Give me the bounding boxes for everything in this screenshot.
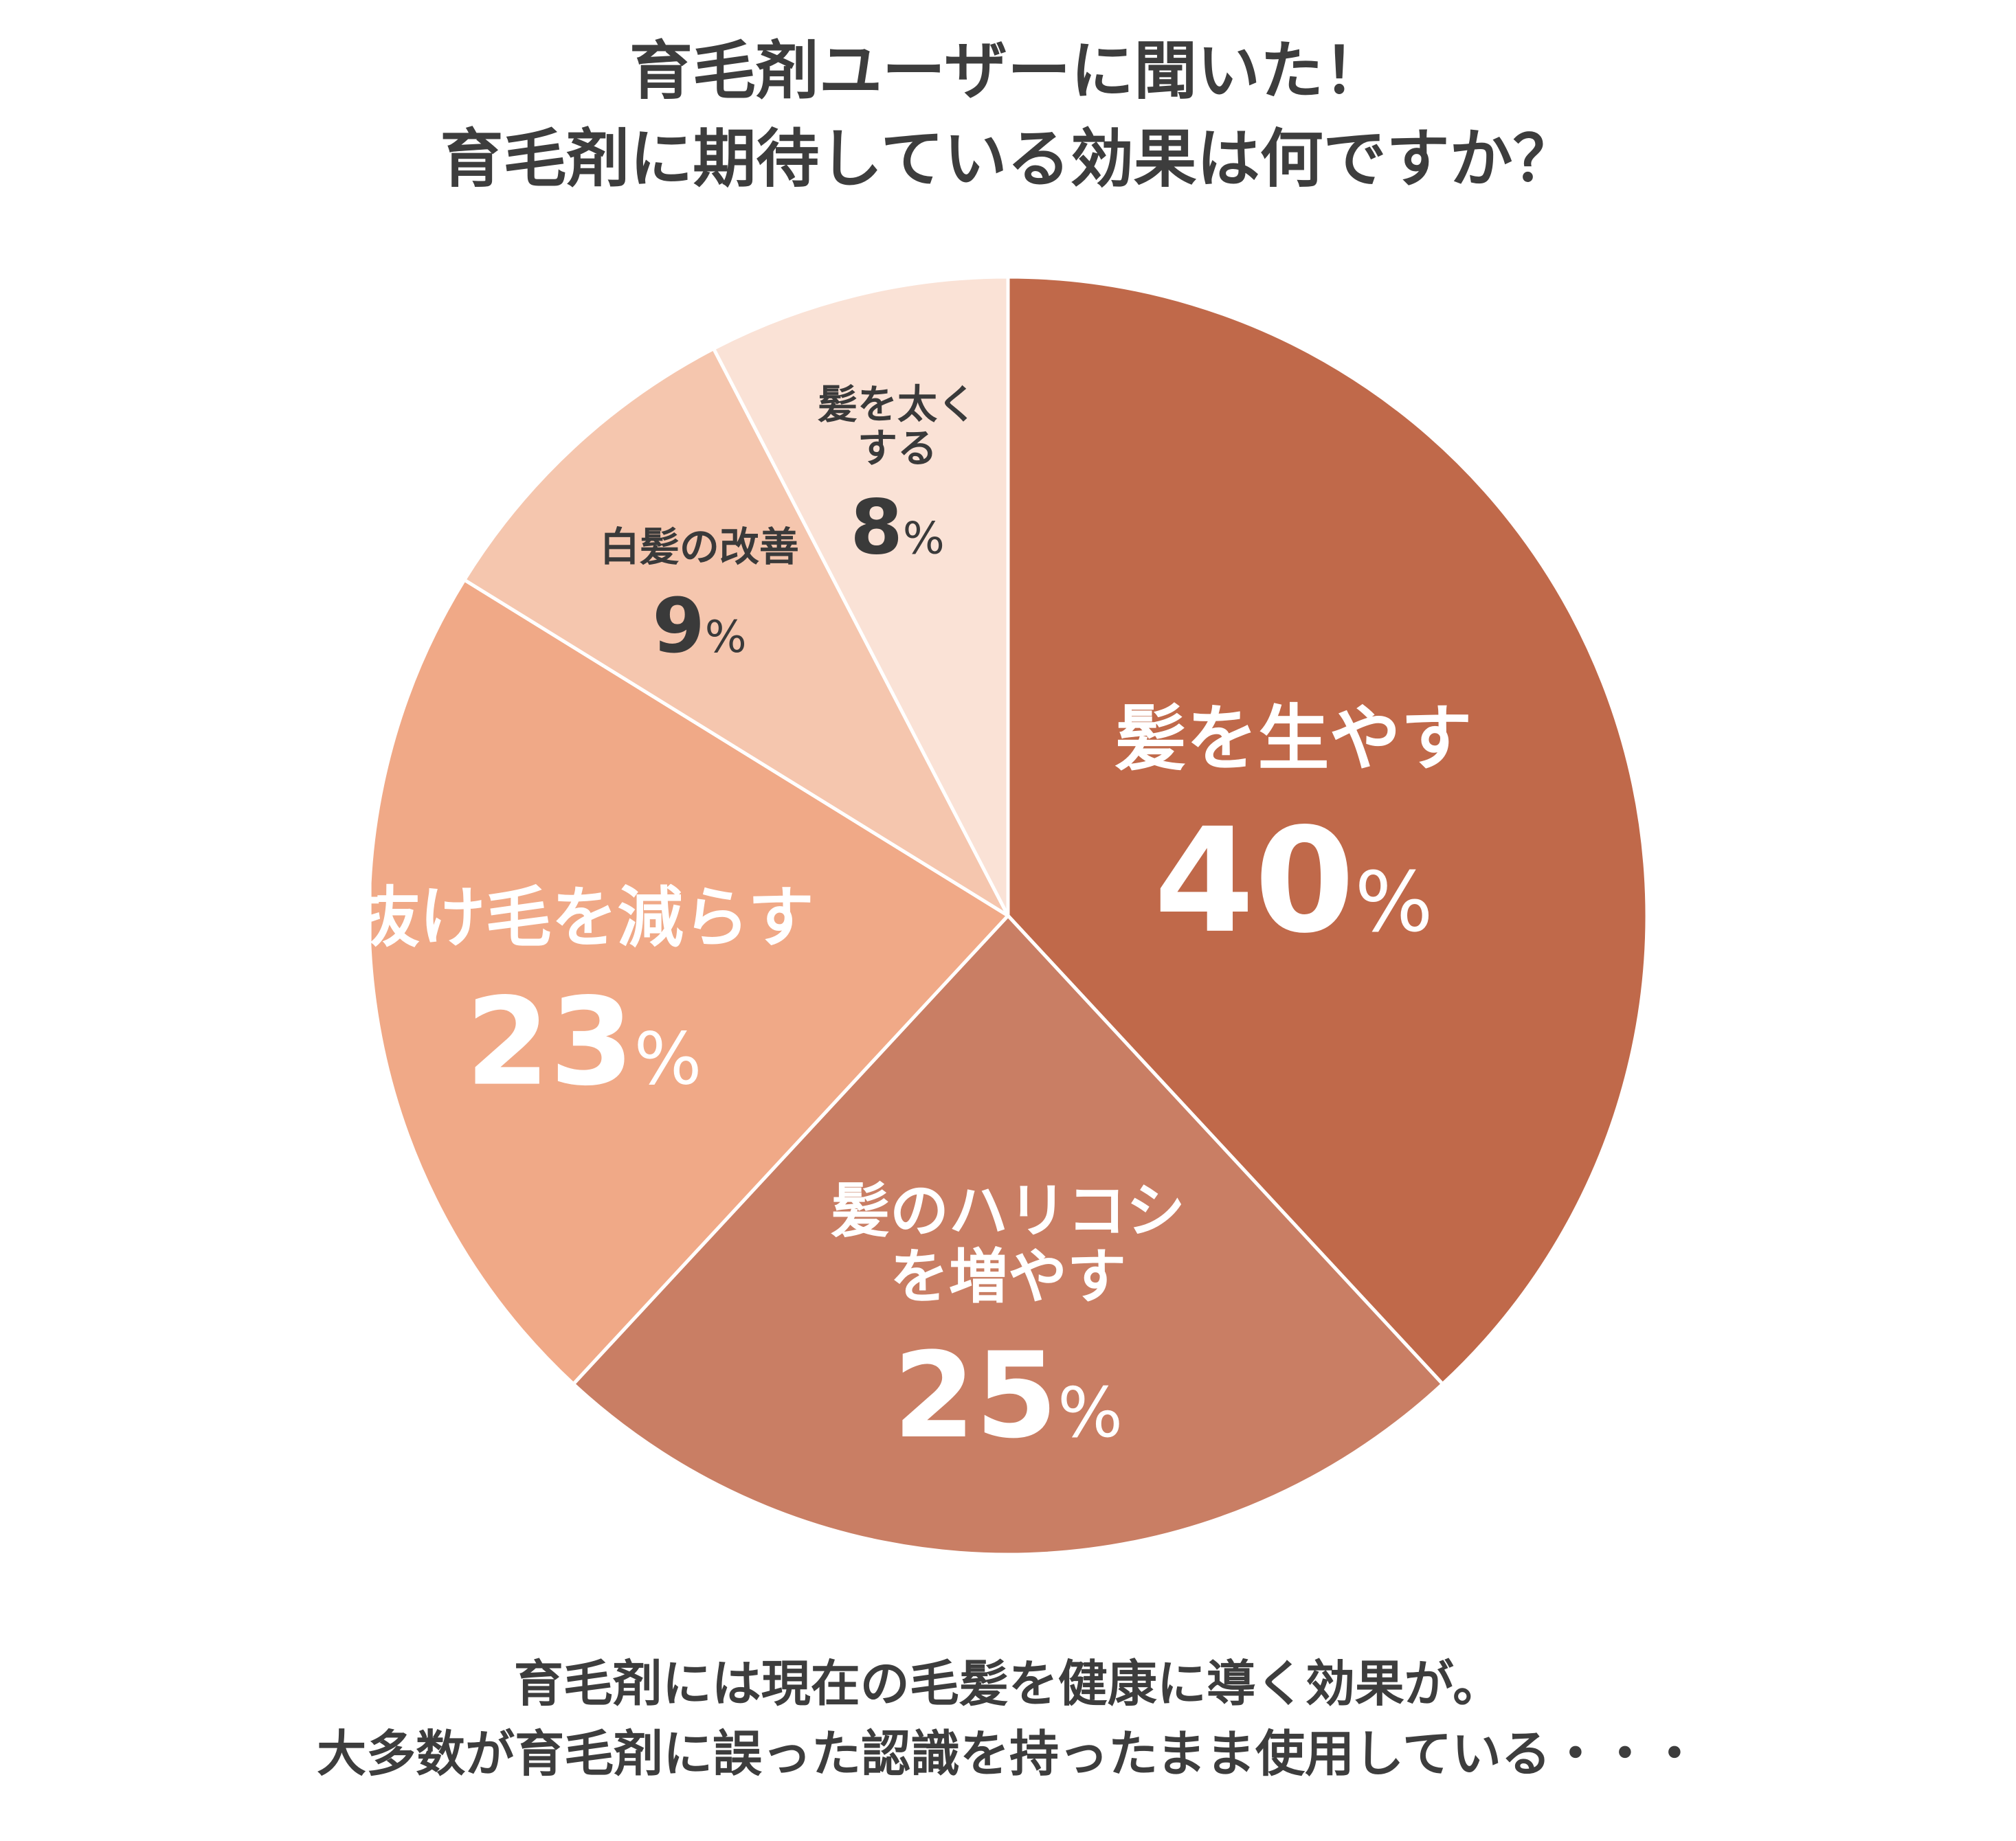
caption-line-2: 大多数が育毛剤に誤った認識を持ったまま使用している・・・	[317, 1725, 1699, 1783]
slice-value-unit-3: %	[634, 1017, 702, 1101]
slice-value-4: 9%	[652, 582, 746, 670]
slice-value-number-3: 23	[466, 972, 634, 1113]
slice-name-2-line-1: 髪のハリコシ	[831, 1177, 1185, 1245]
slice-value-1: 40%	[1154, 797, 1433, 965]
slice-label-1: 髪を生やす 40%	[1115, 697, 1472, 965]
pie-slice-2	[571, 914, 1445, 1557]
slice-name-5-line-2: する	[858, 425, 937, 472]
caption-line-1: 育毛剤には現在の毛髪を健康に導く効果が。	[513, 1655, 1503, 1713]
chart-caption: 育毛剤には現在の毛髪を健康に導く効果が。 大多数が育毛剤に誤った認識を持ったまま…	[0, 1649, 2016, 1789]
pie-slice-3	[367, 578, 1010, 1386]
slice-value-2: 25%	[893, 1326, 1123, 1465]
pie-slice-1	[1006, 275, 1649, 1386]
slice-value-number-5: 8	[850, 483, 903, 571]
slice-name-3-line-1: 抜け毛を減らす	[353, 879, 814, 956]
slice-value-unit-1: %	[1355, 855, 1433, 951]
slice-name-2-line-2: を増やす	[890, 1243, 1126, 1311]
chart-title-line-2: 育毛剤に期待している効果は何ですか？	[440, 122, 1576, 196]
pie-slice-5	[712, 275, 1010, 918]
slice-value-number-2: 25	[893, 1326, 1057, 1465]
slice-value-3: 23%	[466, 972, 702, 1113]
pie-slice-4	[462, 347, 1010, 918]
slice-value-unit-4: %	[705, 612, 747, 663]
slice-value-unit-2: %	[1057, 1373, 1123, 1453]
slice-name-5-line-1: 髪を太く	[818, 381, 977, 428]
slice-value-number-4: 9	[652, 582, 705, 670]
slice-name-4-line-1: 白髪の改善	[600, 523, 799, 570]
slice-label-3: 抜け毛を減らす 23%	[353, 879, 814, 1113]
slice-value-5: 8%	[850, 483, 944, 571]
chart-title-line-1: 育毛剤ユーザーに聞いた！	[629, 34, 1387, 108]
slice-value-number-1: 40	[1154, 797, 1354, 965]
chart-title: 育毛剤ユーザーに聞いた！ 育毛剤に期待している効果は何ですか？	[0, 27, 2016, 203]
slice-name-1-line-1: 髪を生やす	[1115, 697, 1472, 780]
slice-value-unit-5: %	[903, 513, 945, 564]
slice-label-4: 白髪の改善 9%	[600, 523, 799, 670]
